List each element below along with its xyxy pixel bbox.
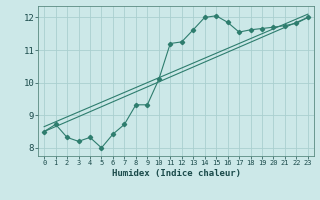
X-axis label: Humidex (Indice chaleur): Humidex (Indice chaleur) <box>111 169 241 178</box>
